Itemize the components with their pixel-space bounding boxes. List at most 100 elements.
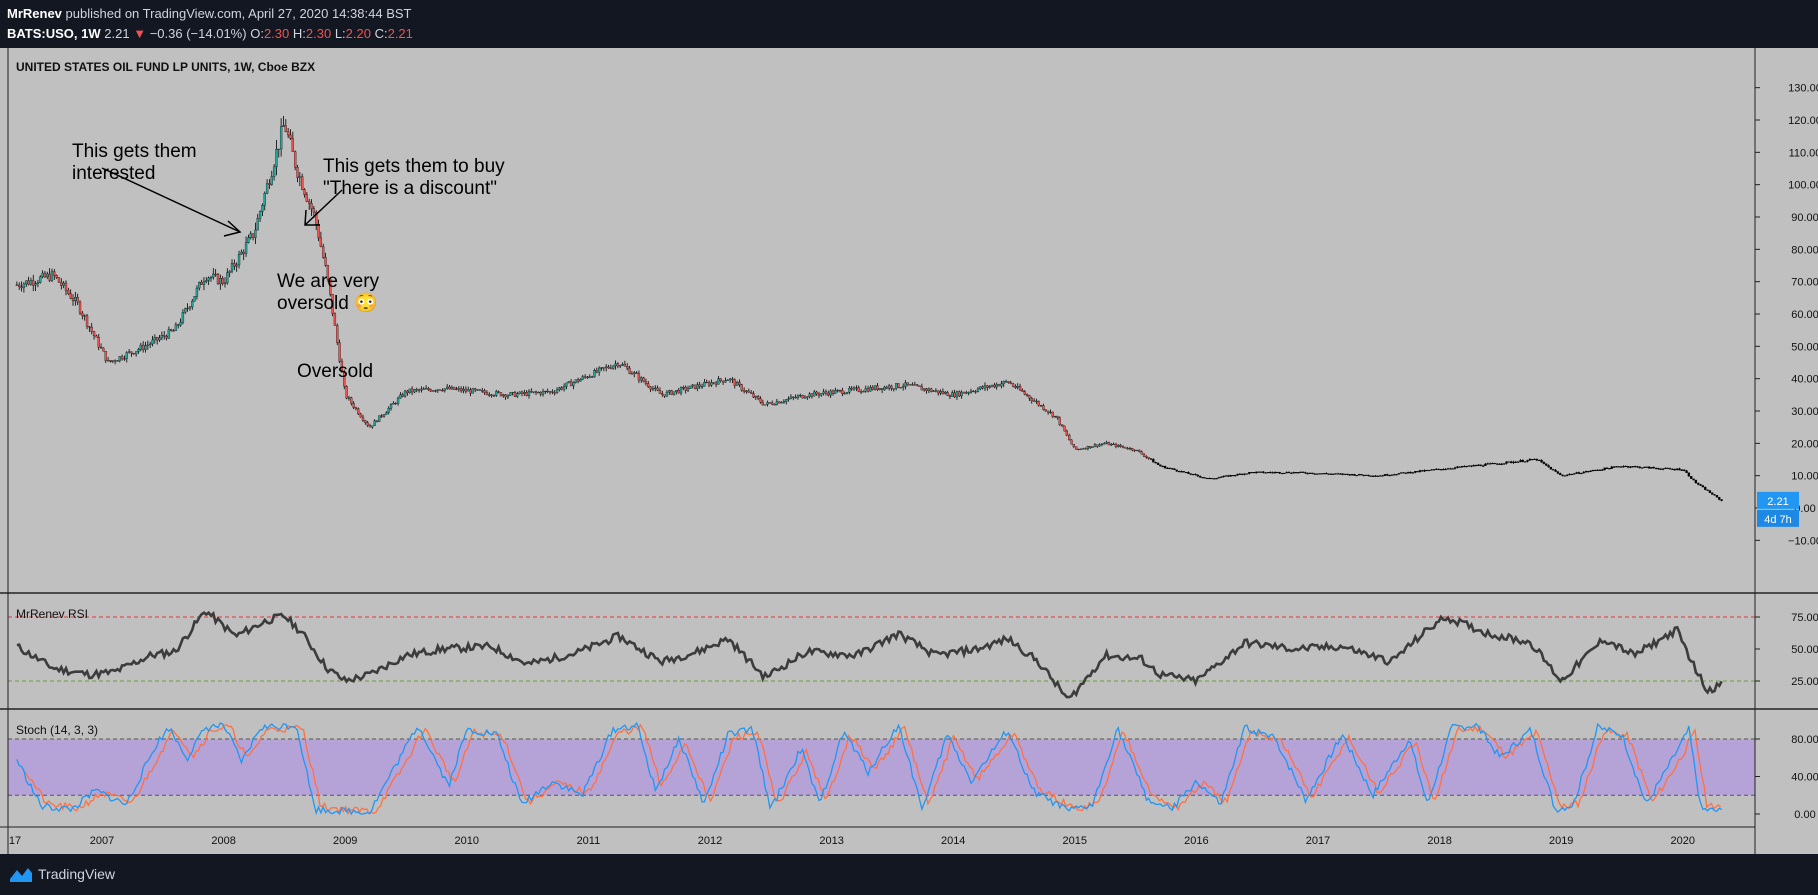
candle-body bbox=[305, 194, 308, 202]
high-label: H: bbox=[292, 26, 306, 41]
candle-body bbox=[1241, 473, 1244, 475]
stoch-tick-label: 0.00 bbox=[1794, 809, 1815, 821]
candle-body bbox=[436, 389, 439, 391]
candle-body bbox=[516, 393, 519, 397]
stoch-pane[interactable] bbox=[8, 721, 1755, 816]
price-candle bbox=[1538, 459, 1541, 462]
price-candle bbox=[1381, 474, 1384, 477]
price-candle bbox=[635, 371, 638, 374]
tradingview-logo-icon[interactable] bbox=[9, 865, 33, 883]
chart-svg[interactable]: UNITED STATES OIL FUND LP UNITS, 1W, Cbo… bbox=[0, 48, 1818, 854]
price-candle bbox=[1262, 471, 1265, 474]
candle-body bbox=[707, 382, 711, 386]
price-candle bbox=[347, 395, 351, 401]
candle-body bbox=[1561, 474, 1564, 476]
candle-body bbox=[1460, 465, 1464, 468]
candle-body bbox=[649, 386, 652, 390]
price-candle bbox=[76, 293, 79, 306]
candle-body bbox=[1189, 473, 1192, 475]
open-label: O: bbox=[250, 26, 264, 41]
candle-body bbox=[1549, 466, 1553, 470]
candle-body bbox=[1018, 386, 1022, 391]
candle-body bbox=[1343, 473, 1347, 475]
candle-body bbox=[410, 388, 414, 393]
price-candle bbox=[64, 280, 68, 296]
candle-body bbox=[1582, 471, 1585, 474]
price-candle bbox=[1526, 459, 1529, 463]
candle-body bbox=[1100, 443, 1104, 445]
price-candle bbox=[1421, 469, 1424, 472]
candle-body bbox=[672, 391, 676, 395]
price-candle bbox=[539, 391, 542, 397]
brand-name[interactable]: TradingView bbox=[38, 866, 116, 882]
candle-body bbox=[373, 420, 376, 426]
candle-body bbox=[775, 401, 779, 405]
price-pane[interactable] bbox=[15, 116, 1723, 502]
candle-body bbox=[1594, 469, 1597, 472]
price-candle bbox=[78, 300, 82, 315]
symbol-label[interactable]: BATS:USO, 1W bbox=[7, 26, 101, 41]
candle-body bbox=[1023, 391, 1026, 395]
candle-body bbox=[628, 367, 631, 374]
candle-body bbox=[1243, 473, 1246, 475]
price-candle bbox=[745, 390, 748, 394]
annotation-text-line: "There is a discount" bbox=[323, 178, 497, 199]
price-candle bbox=[1077, 448, 1080, 451]
candle-body bbox=[569, 381, 573, 387]
price-candle bbox=[1402, 472, 1405, 474]
price-candle bbox=[1271, 471, 1274, 474]
price-candle bbox=[268, 179, 271, 189]
chart-annotation[interactable]: This gets theminterested bbox=[72, 141, 197, 184]
price-candle bbox=[1552, 468, 1555, 471]
price-candle bbox=[399, 392, 402, 399]
candle-body bbox=[962, 391, 966, 394]
price-candle bbox=[1547, 464, 1550, 468]
price-candle bbox=[857, 385, 860, 393]
candle-body bbox=[184, 308, 187, 313]
chart-area[interactable]: UNITED STATES OIL FUND LP UNITS, 1W, Cbo… bbox=[0, 48, 1818, 854]
price-candle bbox=[1460, 465, 1464, 468]
price-candle bbox=[450, 385, 453, 390]
price-candle bbox=[719, 378, 722, 383]
price-candle bbox=[532, 391, 535, 394]
rsi-pane[interactable] bbox=[8, 610, 1755, 699]
candle-body bbox=[1042, 405, 1045, 410]
candle-body bbox=[960, 391, 963, 397]
price-candle bbox=[424, 385, 428, 390]
candle-body bbox=[1142, 453, 1146, 457]
price-candle bbox=[200, 279, 203, 285]
candle-body bbox=[1519, 460, 1522, 462]
candle-body bbox=[1112, 443, 1115, 446]
candle-body bbox=[417, 389, 421, 391]
price-candle bbox=[244, 236, 248, 257]
price-candle bbox=[1215, 478, 1218, 480]
price-candle bbox=[1166, 467, 1169, 469]
candle-body bbox=[1540, 459, 1543, 463]
price-candle bbox=[1086, 445, 1090, 451]
price-candle bbox=[212, 268, 215, 280]
chart-annotation[interactable]: Oversold bbox=[297, 361, 373, 382]
price-candle bbox=[286, 127, 290, 138]
price-candle bbox=[661, 390, 664, 397]
candle-body bbox=[1084, 448, 1087, 450]
price-candle bbox=[1374, 475, 1377, 477]
author-name[interactable]: MrRenev bbox=[7, 6, 62, 21]
candle-body bbox=[1390, 474, 1394, 476]
candle-body bbox=[1584, 471, 1588, 473]
price-candle bbox=[99, 343, 103, 349]
candle-body bbox=[1213, 478, 1216, 480]
price-candle bbox=[71, 294, 75, 306]
price-candle bbox=[1301, 471, 1305, 473]
price-candle bbox=[331, 294, 334, 317]
candle-body bbox=[1220, 476, 1223, 478]
chart-annotation[interactable]: This gets them to buy"There is a discoun… bbox=[323, 156, 505, 199]
price-candle bbox=[691, 384, 694, 389]
price-candle bbox=[796, 394, 800, 400]
candle-body bbox=[1404, 472, 1408, 474]
annotations[interactable]: This gets theminterested This gets them t… bbox=[72, 141, 505, 382]
candle-body bbox=[240, 251, 243, 255]
candle-body bbox=[315, 212, 318, 225]
price-candle bbox=[1149, 458, 1153, 461]
candle-body bbox=[460, 388, 463, 392]
